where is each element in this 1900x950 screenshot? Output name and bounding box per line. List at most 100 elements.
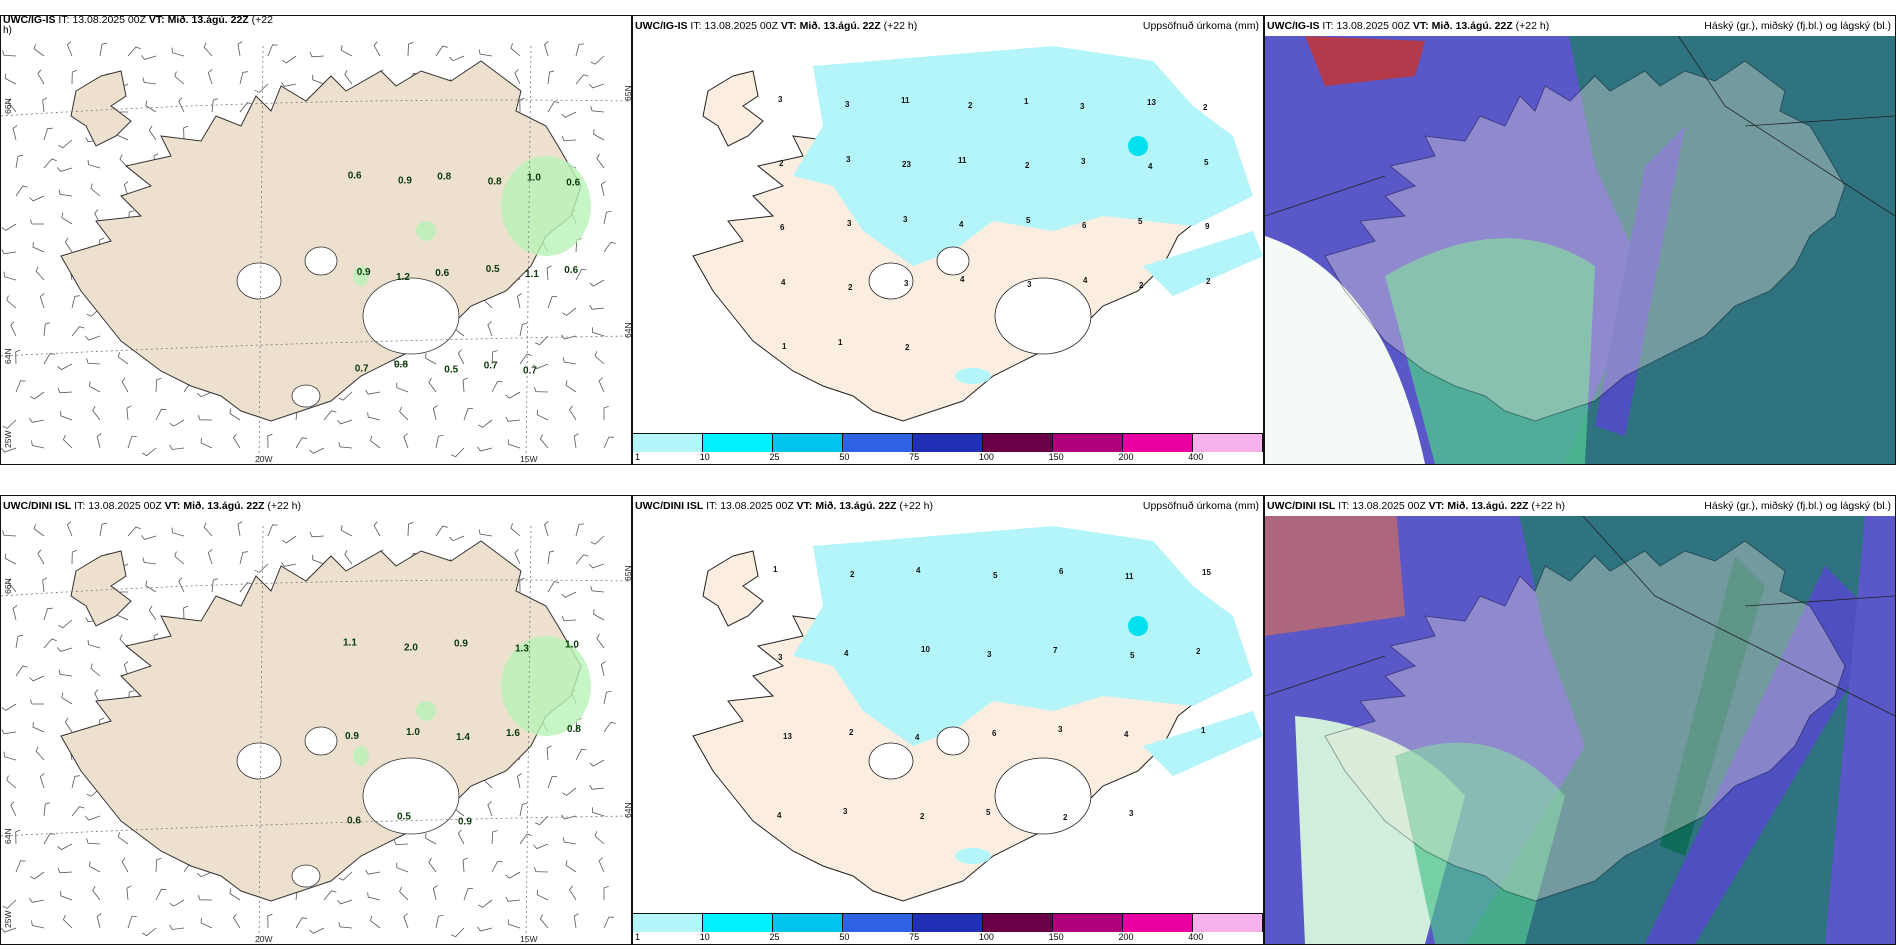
map-value-label: 0.8 xyxy=(488,177,502,188)
field-title: Háský (gr.), miðský (fj.bl.) og lágský (… xyxy=(1704,500,1891,512)
init-time: 13.08.2025 00Z xyxy=(72,15,146,26)
map-value-label: 5 xyxy=(986,808,991,817)
map-value-label: 1.4 xyxy=(456,732,470,743)
map-value-label: 3 xyxy=(1080,102,1085,111)
vt-label: VT: xyxy=(1412,20,1429,32)
lon-tick-20w: 20W xyxy=(255,934,273,944)
map-value-label: 10 xyxy=(921,645,930,654)
precip-map-ig[interactable]: UWC/IG-IS IT: 13.08.2025 00Z VT: Mið. 13… xyxy=(632,15,1264,465)
colorbar-label: 25 xyxy=(769,452,780,462)
init-time: 13.08.2025 00Z xyxy=(704,20,778,32)
map-value-label: 13 xyxy=(783,732,792,741)
map-value-label: 13 xyxy=(1147,98,1156,107)
it-label: IT: xyxy=(706,500,718,512)
map-value-label: 2.0 xyxy=(404,642,418,653)
map-value-label: 0.8 xyxy=(437,172,451,183)
map-value-label: 0.9 xyxy=(398,176,412,187)
map-value-label: 1 xyxy=(782,342,787,351)
it-label: IT: xyxy=(690,20,702,32)
map-value-label: 4 xyxy=(1083,276,1088,285)
field-title: Háský (gr.), miðský (fj.bl.) og lágský (… xyxy=(1704,20,1891,32)
map-value-label: 0.5 xyxy=(444,364,458,375)
init-time: 13.08.2025 00Z xyxy=(88,500,162,512)
colorbar-swatch xyxy=(843,914,913,932)
lat-tick-64n-right: 64N xyxy=(623,802,632,818)
map-value-label: 0.8 xyxy=(394,359,408,370)
map-value-label: 1.1 xyxy=(343,637,357,648)
map-value-label: 0.9 xyxy=(454,638,468,649)
map-value-label: 5 xyxy=(1204,158,1209,167)
panel-header: UWC/DINI ISL IT: 13.08.2025 00Z VT: Mið.… xyxy=(633,496,1263,516)
colorbar-swatch xyxy=(983,434,1053,452)
lat-tick-64n: 64N xyxy=(3,828,13,844)
lon-tick-20w: 20W xyxy=(255,454,273,464)
lat-tick-64n: 64N xyxy=(3,348,13,364)
map-value-label: 2 xyxy=(968,101,973,110)
map-value-label: 0.6 xyxy=(348,171,362,182)
map-value-label: 0.7 xyxy=(484,360,498,371)
map-value-label: 3 xyxy=(1081,157,1086,166)
cloud-map-canvas xyxy=(1265,496,1895,944)
colorbar-swatch xyxy=(913,434,983,452)
model-name: UWC/DINI ISL xyxy=(3,500,72,512)
model-name: UWC/IG-IS xyxy=(635,20,688,32)
map-value-label: 2 xyxy=(1206,277,1211,286)
map-value-label: 7 xyxy=(1053,646,1058,655)
panel-header: UWC/IG-IS IT: 13.08.2025 00Z VT: Mið. 13… xyxy=(1265,16,1895,36)
colorbar-swatch xyxy=(773,434,843,452)
it-label: IT: xyxy=(58,15,70,26)
colorbar-label: 200 xyxy=(1118,452,1134,462)
valid-time: Mið. 13.ágú. 22Z xyxy=(1431,20,1513,32)
colorbar-swatch xyxy=(983,914,1053,932)
colorbar-swatch xyxy=(773,914,843,932)
map-value-label: 9 xyxy=(1205,222,1210,231)
colorbar-label: 50 xyxy=(839,932,850,942)
map-value-label: 4 xyxy=(844,649,849,658)
map-value-label: 0.9 xyxy=(357,267,371,278)
colorbar-swatch xyxy=(633,434,703,452)
cloud-map-ig[interactable]: UWC/IG-IS IT: 13.08.2025 00Z VT: Mið. 13… xyxy=(1264,15,1896,465)
map-value-label: 6 xyxy=(1082,221,1087,230)
map-value-label: 1.2 xyxy=(396,272,410,283)
map-value-label: 6 xyxy=(780,223,785,232)
map-value-label: 0.6 xyxy=(566,178,580,189)
precip-colorbar xyxy=(633,433,1263,452)
colorbar-label: 100 xyxy=(978,932,994,942)
colorbar-label: 200 xyxy=(1118,932,1134,942)
colorbar-swatch xyxy=(1123,434,1193,452)
map-value-label: 3 xyxy=(778,95,783,104)
map-value-label: 2 xyxy=(905,343,910,352)
map-value-label: 3 xyxy=(778,653,783,662)
lead-time: (+22 xyxy=(251,15,273,26)
colorbar-swatch xyxy=(703,434,773,452)
valid-time: Mið. 13.ágú. 22Z xyxy=(815,500,897,512)
map-value-label: 1.0 xyxy=(527,173,541,184)
map-value-label: 4 xyxy=(777,811,782,820)
map-value-label: 1 xyxy=(838,338,843,347)
lon-tick-15w: 15W xyxy=(520,934,538,944)
wind-gust-map-dini[interactable]: UWC/DINI ISL IT: 13.08.2025 00Z VT: Mið.… xyxy=(0,495,632,945)
map-value-label: 0.5 xyxy=(397,812,411,823)
cloud-map-dini[interactable]: UWC/DINI ISL IT: 13.08.2025 00Z VT: Mið.… xyxy=(1264,495,1896,945)
map-value-label: 2 xyxy=(1196,647,1201,656)
map-value-label: 23 xyxy=(902,160,911,169)
map-value-label: 4 xyxy=(960,275,965,284)
colorbar-label: 50 xyxy=(839,452,850,462)
vt-label: VT: xyxy=(1428,500,1445,512)
map-value-label: 0.6 xyxy=(435,268,449,279)
vt-label: VT: xyxy=(148,15,165,26)
map-value-label: 3 xyxy=(847,219,852,228)
map-value-label: 2 xyxy=(1025,161,1030,170)
map-value-label: 2 xyxy=(848,283,853,292)
map-value-label: 4 xyxy=(1148,162,1153,171)
map-value-label: 3 xyxy=(843,807,848,816)
precip-map-dini[interactable]: UWC/DINI ISL IT: 13.08.2025 00Z VT: Mið.… xyxy=(632,495,1264,945)
precip-labels-layer: 12 45 611 153 4 103 75 213 24 6 34 14 32 52 3 xyxy=(773,565,1211,822)
map-value-label: 2 xyxy=(1203,103,1208,112)
map-value-label: 5 xyxy=(1138,217,1143,226)
wind-gust-map-ig[interactable]: UWC/IG-IS IT: 13.08.2025 00Z VT: Mið. 13… xyxy=(0,15,632,465)
colorbar-label: 75 xyxy=(909,932,920,942)
map-value-label: 11 xyxy=(1125,572,1134,581)
map-value-label: 2 xyxy=(1139,281,1144,290)
map-value-label: 4 xyxy=(959,220,964,229)
